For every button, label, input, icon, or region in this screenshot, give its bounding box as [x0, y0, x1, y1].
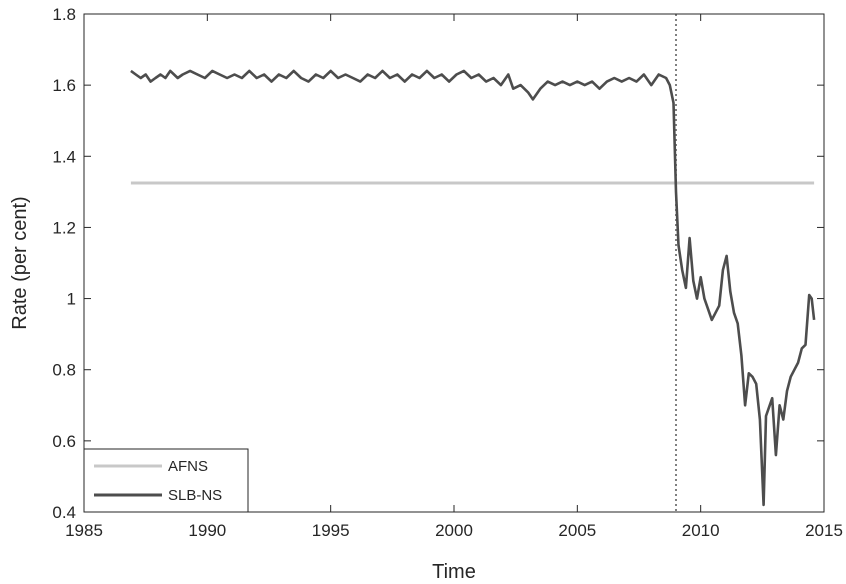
- x-tick-label: 1990: [188, 521, 226, 540]
- y-tick-label: 0.6: [52, 432, 76, 451]
- y-tick-label: 1.2: [52, 218, 76, 237]
- plot-area: [84, 14, 824, 512]
- x-tick-label: 1995: [312, 521, 350, 540]
- legend: AFNS SLB-NS: [83, 448, 249, 513]
- x-tick-label: 2005: [558, 521, 596, 540]
- legend-label-slb-ns: SLB-NS: [168, 487, 222, 504]
- legend-box: [83, 448, 249, 513]
- y-tick-label: 1.4: [52, 147, 76, 166]
- x-tick-label: 2010: [682, 521, 720, 540]
- y-axis-title: Rate (per cent): [9, 196, 31, 329]
- plot-background: [84, 14, 824, 512]
- axes-layer: 1985 1990 1995 2000 2005 2010 2015 0.4 0.6 0.8 1 1.…: [52, 5, 843, 540]
- series-line-slb-ns: [130, 69, 816, 507]
- y-tick-label: 0.8: [52, 361, 76, 380]
- x-tick-label: 2015: [805, 521, 843, 540]
- y-tick-label: 1: [67, 290, 76, 309]
- y-tick-label: 1.6: [52, 76, 76, 95]
- series-layer: [130, 69, 816, 507]
- y-tick-label: 0.4: [52, 503, 76, 522]
- x-tick-label: 1985: [65, 521, 103, 540]
- x-axis-title: Time: [432, 561, 476, 583]
- y-tick-label: 1.8: [52, 5, 76, 24]
- legend-label-afns: AFNS: [168, 458, 208, 475]
- x-tick-label: 2000: [435, 521, 473, 540]
